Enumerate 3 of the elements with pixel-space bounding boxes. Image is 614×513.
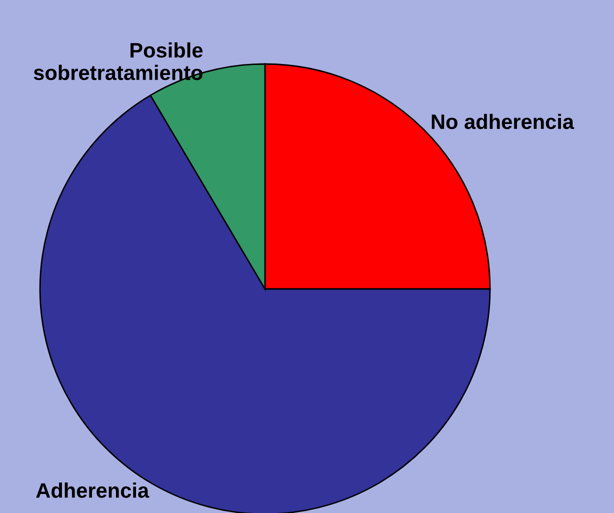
slice-label: No adherencia — [432, 114, 574, 130]
slice-label: Posible sobretratamiento — [34, 42, 203, 80]
slice-label: Adherencia — [36, 482, 150, 498]
